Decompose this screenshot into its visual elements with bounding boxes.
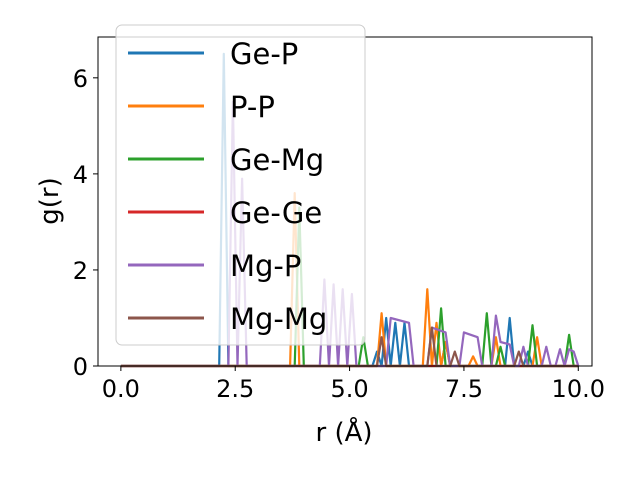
y-tick-label: 4 <box>73 161 88 189</box>
legend-label: Mg-Mg <box>230 302 327 336</box>
legend-box <box>115 24 366 346</box>
legend-label: Ge-P <box>230 37 298 71</box>
y-tick-label: 2 <box>73 257 88 285</box>
x-axis-label: r (Å) <box>315 416 372 448</box>
x-tick-label: 2.5 <box>216 375 254 403</box>
legend: Ge-P P-P Ge-Mg Ge-Ge Mg-P Mg-Mg <box>115 24 366 346</box>
x-tick-label: 7.5 <box>445 375 483 403</box>
x-tick-label: 10.0 <box>552 375 605 403</box>
x-tick-label: 0.0 <box>102 375 140 403</box>
legend-label: Ge-Mg <box>230 143 324 177</box>
y-axis-ticks: 0 2 4 6 <box>73 65 98 381</box>
legend-label: Ge-Ge <box>230 196 322 230</box>
x-axis-ticks: 0.0 2.5 5.0 7.5 10.0 <box>102 366 605 403</box>
legend-label: Mg-P <box>230 249 301 283</box>
y-tick-label: 0 <box>73 353 88 381</box>
y-axis-label: g(r) <box>35 177 65 224</box>
legend-label: P-P <box>230 90 275 124</box>
x-tick-label: 5.0 <box>330 375 368 403</box>
y-tick-label: 6 <box>73 65 88 93</box>
